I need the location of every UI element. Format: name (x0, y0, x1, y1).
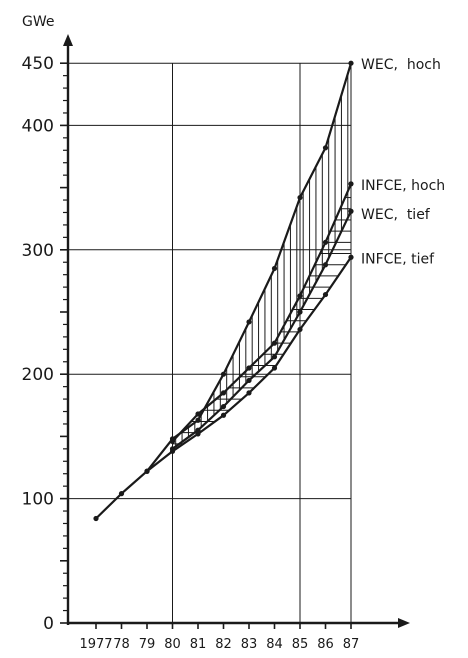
x-tick-label-1977: 1977 (79, 637, 112, 652)
x-tick-label-1984: 84 (266, 637, 283, 652)
point-infce-tief (144, 468, 150, 474)
point-wec-hoch (271, 265, 278, 272)
point-infce-tief (169, 448, 176, 454)
point-wec-tief (348, 208, 354, 214)
x-axis-arrow (398, 618, 410, 628)
point-wec-hoch (348, 60, 354, 66)
point-infce-hoch (169, 438, 176, 444)
point-infce-tief (220, 412, 227, 418)
point-wec-tief (195, 427, 201, 433)
series-label-wec-hoch: WEC, hoch (361, 57, 441, 73)
point-infce-hoch (220, 390, 227, 396)
x-tick-label-1981: 81 (190, 637, 207, 652)
point-infce-tief (348, 254, 354, 260)
point-wec-hoch (297, 194, 303, 201)
point-wec-tief (220, 403, 227, 410)
y-axis-arrow (63, 34, 73, 46)
x-tick-label-1978: 78 (113, 637, 130, 652)
y-tick-label-400: 400 (22, 116, 54, 136)
point-wec-tief (322, 262, 329, 268)
point-wec-tief (246, 377, 252, 384)
x-tick-label-1979: 79 (139, 637, 156, 652)
point-infce-tief (246, 390, 252, 396)
series-label-infce-hoch: INFCE, hoch (361, 178, 445, 194)
x-tick-label-1986: 86 (317, 637, 334, 652)
point-wec-hoch (118, 491, 125, 497)
grid-layer (68, 62, 352, 623)
x-tick-label-1980: 80 (164, 637, 181, 652)
series-label-wec-tief: WEC, tief (361, 207, 431, 223)
hatch-layer (172, 73, 351, 447)
series-line-wec-tief (171, 210, 352, 450)
point-wec-tief (297, 309, 303, 315)
series-line-infce-hoch (171, 183, 353, 443)
point-infce-tief (195, 431, 201, 437)
x-tick-label-1983: 83 (241, 637, 258, 652)
y-axis-unit-label: GWe (22, 14, 54, 30)
point-infce-tief (297, 326, 303, 333)
series-line-infce-tief (146, 256, 352, 473)
point-wec-hoch (93, 515, 99, 522)
label-layer: 0 100 200 300 400 450 1977 78 79 80 81 82 83 84 85 86 87… (22, 54, 446, 652)
point-wec-hoch (322, 145, 329, 151)
y-tick-label-300: 300 (22, 241, 54, 261)
y-tick-label-200: 200 (22, 365, 54, 385)
y-tick-label-100: 100 (22, 490, 54, 510)
point-infce-hoch (348, 181, 354, 187)
point-wec-hoch (220, 371, 227, 377)
point-infce-hoch (195, 411, 201, 417)
x-tick-label-1982: 82 (215, 637, 232, 652)
point-wec-hoch (246, 319, 252, 325)
point-infce-hoch (322, 239, 329, 245)
y-tick-label-450: 450 (22, 54, 54, 74)
point-infce-tief (271, 365, 278, 371)
series-label-infce-tief: INFCE, tief (361, 251, 435, 267)
axis-layer (60, 34, 410, 629)
point-wec-tief (271, 354, 278, 360)
point-infce-hoch (246, 365, 252, 371)
series-layer (93, 60, 354, 522)
x-tick-label-1985: 85 (292, 637, 309, 652)
point-infce-hoch (271, 340, 278, 346)
x-tick-label-1987: 87 (343, 637, 360, 652)
y-tick-label-0: 0 (43, 614, 54, 634)
series-line-wec-hoch (95, 62, 353, 520)
point-wec-hoch (195, 417, 201, 423)
point-infce-hoch (297, 293, 303, 299)
point-infce-tief (322, 291, 329, 298)
